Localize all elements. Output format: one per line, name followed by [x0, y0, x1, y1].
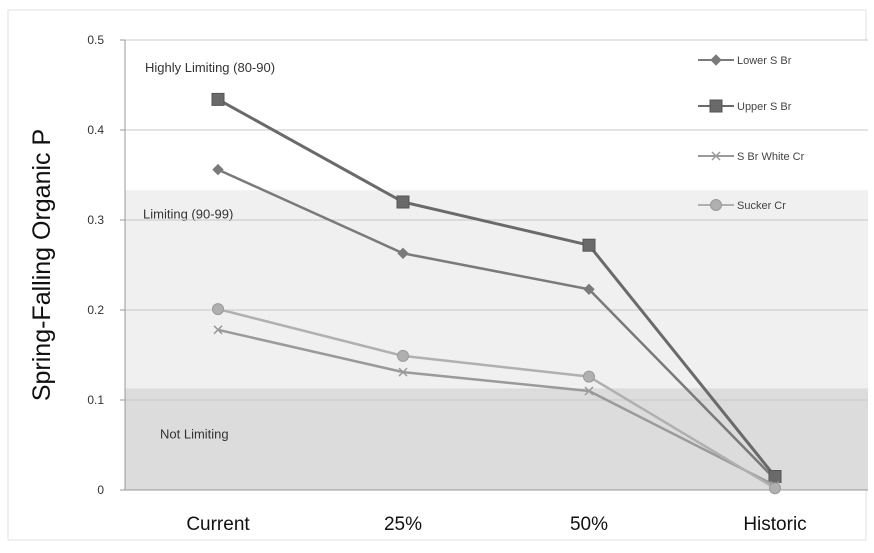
legend-marker-3 — [711, 151, 721, 161]
legend-label-3: S Br White Cr — [737, 151, 805, 163]
legend-item-1: Lower S Br — [698, 54, 792, 67]
series-4 — [212, 303, 781, 495]
legend-marker-4 — [710, 199, 722, 211]
x-tick-label-1: 25% — [384, 514, 422, 535]
series-3-point-3-b — [584, 386, 594, 396]
series-3-point-1 — [213, 325, 223, 335]
legend-label-2: Upper S Br — [737, 101, 792, 113]
series-2-point-2 — [396, 195, 410, 209]
series-line-2 — [217, 98, 777, 478]
y-tick-label-2: 0.2 — [87, 303, 104, 317]
series-lines — [211, 92, 782, 495]
series-4-point-1 — [212, 303, 224, 316]
x-tick-label-3: Historic — [743, 514, 806, 535]
y-tick-label-1: 0.1 — [87, 393, 104, 407]
series-line-4 — [217, 307, 776, 490]
y-tick-label-3: 0.3 — [87, 213, 104, 227]
legend-item-3: S Br White Cr — [698, 151, 805, 163]
band-label-2: Limiting (90-99) — [143, 206, 233, 221]
series-4-point-3 — [583, 370, 595, 383]
series-3-point-2 — [398, 367, 408, 377]
legend-marker-3-b — [711, 151, 721, 161]
series-1-point-2 — [397, 247, 409, 260]
series-1-point-3 — [583, 283, 595, 296]
legend-label-1: Lower S Br — [737, 55, 792, 67]
series-4-point-4 — [769, 482, 781, 495]
legend-marker-2 — [709, 99, 723, 113]
axes: 0 0.1 0.2 0.3 0.4 0.5 Current 25% 50% Historic — [87, 33, 868, 535]
series-1-point-1 — [212, 163, 224, 176]
y-axis-label: Spring-Falling Organic P — [28, 129, 56, 401]
y-tick-label-5: 0.5 — [87, 33, 104, 47]
legend-label-4: Sucker Cr — [737, 200, 786, 212]
series-2-point-1 — [211, 92, 225, 106]
y-tick-label-4: 0.4 — [87, 123, 104, 137]
legend: Lower S Br Upper S Br S Br White Cr Sucker … — [698, 54, 805, 212]
series-3-point-3 — [584, 386, 594, 396]
legend-marker-1 — [710, 54, 722, 66]
series-3-point-2-b — [398, 367, 408, 377]
series-2-point-3 — [582, 238, 596, 252]
y-tick-label-0: 0 — [97, 483, 104, 497]
gridlines — [125, 39, 868, 491]
band-label-1: Highly Limiting (80-90) — [145, 60, 275, 75]
series-3-point-1-b — [213, 325, 223, 335]
series-2-point-4 — [768, 470, 782, 483]
series-2 — [211, 92, 782, 483]
legend-item-2: Upper S Br — [698, 99, 792, 113]
series-line-3 — [217, 328, 776, 487]
legend-item-4: Sucker Cr — [698, 199, 786, 212]
x-tick-label-0: Current — [186, 514, 250, 535]
x-tick-label-2: 50% — [570, 514, 608, 535]
series-line-1 — [217, 168, 776, 481]
series-4-point-2 — [397, 349, 409, 362]
band-label-3: Not Limiting — [160, 426, 229, 441]
